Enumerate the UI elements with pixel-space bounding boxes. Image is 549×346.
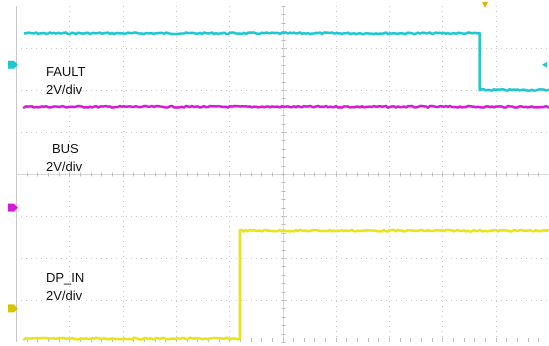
ground-marker-fault	[8, 60, 18, 69]
trace-dp-in	[22, 228, 549, 341]
trigger-position-marker	[482, 2, 489, 8]
bus-scale-label: 2V/div	[46, 159, 83, 174]
fault-scale-label: 2V/div	[46, 82, 83, 97]
trace-fault	[23, 31, 549, 92]
graticule	[16, 6, 549, 343]
trigger-level-marker	[542, 61, 547, 68]
dp-in-scale-label: 2V/div	[46, 288, 83, 303]
ground-marker-bus	[8, 203, 18, 212]
bus-label: BUS	[52, 141, 79, 156]
traces	[22, 31, 549, 341]
ground-marker-dp-in	[8, 304, 18, 313]
dp-in-label: DP_IN	[46, 270, 84, 285]
channel-markers	[8, 2, 547, 313]
trace-bus	[22, 104, 549, 109]
fault-label: FAULT	[46, 64, 86, 79]
